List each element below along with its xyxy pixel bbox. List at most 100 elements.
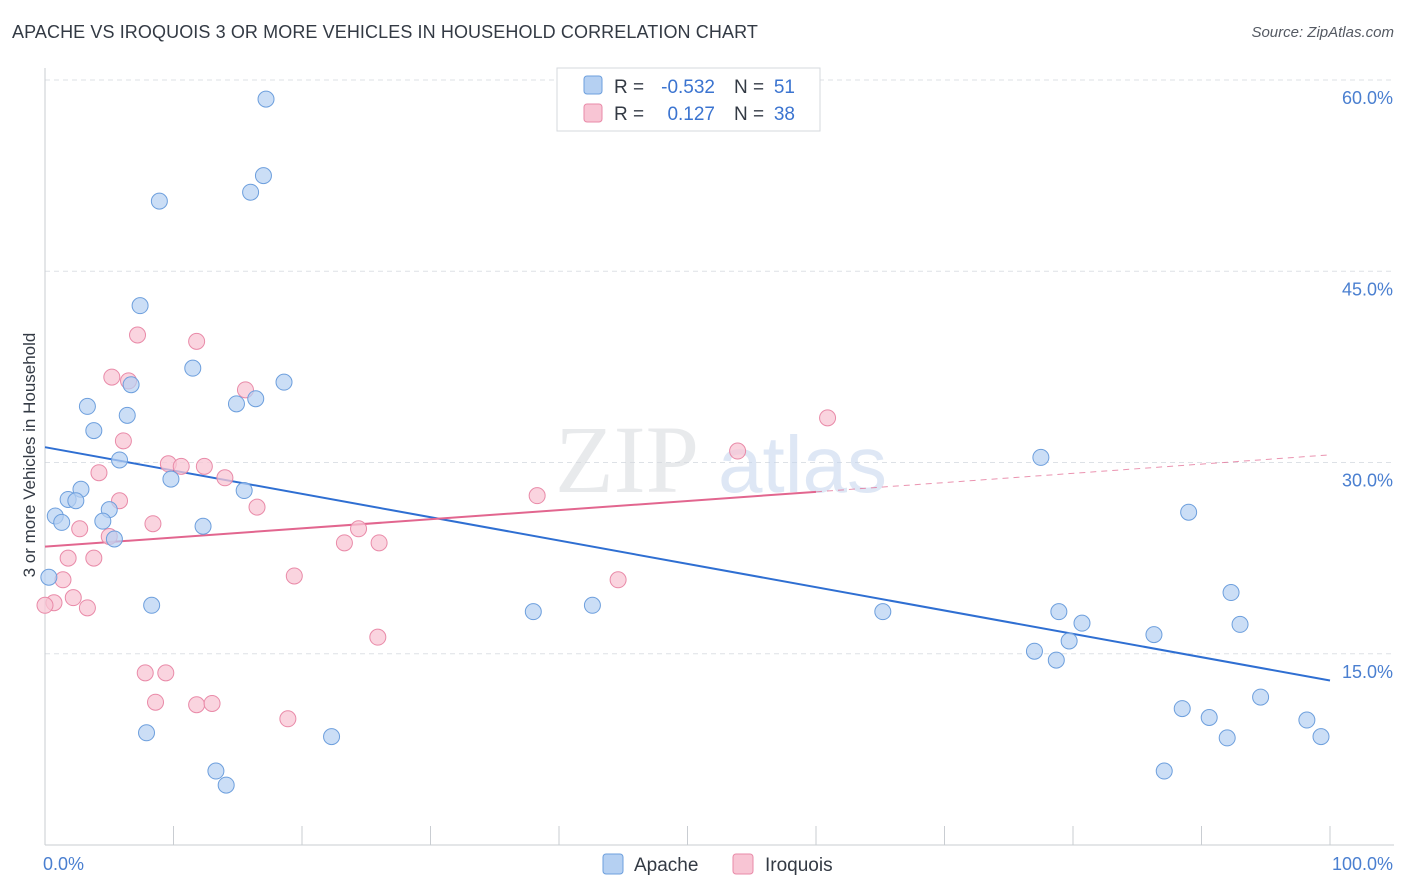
iroquois-point [157,664,175,682]
legend-iroquois-n-label: N = [734,104,764,125]
legend-apache-n-label: N = [734,77,764,98]
legend-iroquois-n-value: 38 [774,104,795,125]
gridlines [45,79,1394,655]
apache-point [1073,614,1091,632]
iroquois-point [248,498,266,516]
data-points [36,90,1330,794]
legend-apache-r-label: R = [614,77,644,98]
watermark-zip: ZIP [555,406,699,513]
iroquois-point [136,664,154,682]
apache-point [1145,626,1163,644]
iroquois-point [188,696,206,714]
apache-point [94,512,112,530]
apache-point [67,492,85,510]
bottom-legend-iroquois-swatch [732,853,754,875]
apache-point [1025,642,1043,660]
apache-point [150,192,168,210]
iroquois-point [279,710,297,728]
apache-point [105,530,123,548]
apache-point [1200,709,1218,726]
iroquois-point [335,534,353,552]
y-tick-label: 15.0% [1342,662,1393,682]
apache-point [78,397,96,415]
apache-point [111,451,129,469]
iroquois-point [528,487,546,505]
legend-apache-r-value: -0.532 [661,77,715,98]
chart-title: APACHE VS IROQUOIS 3 OR MORE VEHICLES IN… [12,22,758,42]
apache-point [242,183,260,201]
apache-point [247,390,265,408]
apache-point [1050,603,1068,621]
iroquois-point [370,534,388,552]
apache-point [40,568,58,586]
y-axis-label: 3 or more Vehicles in Household [20,333,39,578]
iroquois-point [216,469,234,487]
iroquois-point [350,520,368,538]
apache-point [1218,729,1236,747]
apache-point [1231,615,1249,633]
iroquois-trend-line [44,490,817,548]
iroquois-point [36,596,54,614]
apache-point [235,482,253,500]
iroquois-point [129,326,147,344]
apache-point [323,728,341,746]
legend-apache-n-value: 51 [774,77,795,98]
apache-point [1060,632,1078,650]
tick-labels: 15.0% 30.0% 45.0% 60.0% 0.0% 100.0% [43,88,1393,874]
y-tick-label: 60.0% [1342,88,1393,108]
apache-point [1312,728,1330,746]
apache-point [257,90,275,108]
watermark: ZIP atlas [555,406,887,513]
iroquois-point [54,571,72,589]
apache-point [1252,688,1270,706]
y-tick-label: 30.0% [1342,471,1393,491]
legend-iroquois-r-label: R = [614,104,644,125]
iroquois-point [114,432,132,450]
apache-point [1222,584,1240,602]
y-tick-label: 45.0% [1342,279,1393,299]
iroquois-point [369,628,387,646]
apache-point [194,517,212,535]
apache-point [131,297,149,315]
iroquois-point [203,694,221,712]
legend-iroquois-r-value: 0.127 [667,104,715,125]
apache-point [1173,700,1191,718]
apache-point [1032,448,1050,466]
bottom-legend-iroquois-label: Iroquois [765,855,833,876]
apache-point [122,376,140,394]
bottom-legend-apache-swatch [602,853,624,875]
legend-box: R = -0.532 N = 51 R = 0.127 N = 38 [556,67,821,132]
iroquois-point [195,457,213,475]
apache-point [85,422,103,440]
legend-iroquois-swatch [583,103,603,123]
iroquois-point [59,549,77,567]
apache-point [118,406,136,424]
apache-point [524,603,542,621]
iroquois-point [78,599,96,617]
apache-point [184,359,202,377]
apache-point [1180,503,1198,521]
iroquois-point [188,332,206,350]
iroquois-point [103,368,121,386]
trend-lines [44,446,1331,682]
apache-point [583,596,601,614]
apache-point [217,776,235,794]
apache-point [1047,651,1065,669]
apache-trend-line [44,446,1331,682]
bottom-legend-apache-label: Apache [634,855,698,876]
x-tick-label: 0.0% [43,854,84,874]
iroquois-point [285,567,303,585]
apache-point [275,373,293,391]
apache-point [162,470,180,488]
iroquois-point [729,442,747,460]
apache-point [1298,711,1316,729]
apache-point [227,395,245,413]
apache-point [138,724,156,742]
apache-point [207,762,225,780]
apache-point [53,513,71,531]
apache-point [143,596,161,614]
iroquois-point [90,464,108,482]
x-tick-label: 100.0% [1332,854,1393,874]
iroquois-point [172,457,190,475]
